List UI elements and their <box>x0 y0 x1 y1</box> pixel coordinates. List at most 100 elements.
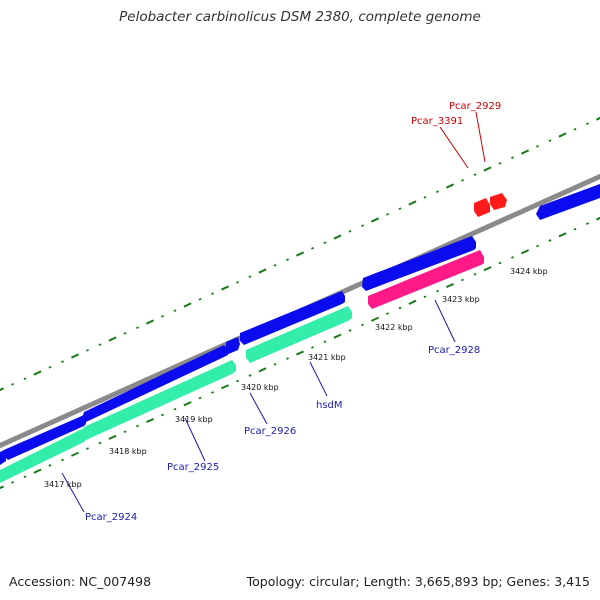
outer-tick <box>161 314 164 318</box>
outer-tick <box>273 263 277 267</box>
inner-tick <box>461 278 464 282</box>
inner-tick <box>558 232 567 238</box>
cds-hsdM-highlight[interactable] <box>246 306 352 363</box>
cds-pcar-2928-upper[interactable] <box>362 236 476 291</box>
kbp-label-3423: 3423 kbp <box>442 295 480 304</box>
outer-tick <box>48 365 52 369</box>
inner-tick <box>548 239 552 242</box>
highlight-track <box>0 250 484 483</box>
kbp-label-3418: 3418 kbp <box>109 447 147 456</box>
kbp-label-3424: 3424 kbp <box>510 267 548 276</box>
outer-tick <box>436 190 439 194</box>
inner-tick <box>11 481 14 484</box>
inner-tick <box>198 396 202 400</box>
inner-tick <box>258 367 267 373</box>
kbp-labels: 3417 kbp 3418 kbp 3419 kbp 3420 kbp 3421… <box>44 267 548 489</box>
inner-tick <box>161 413 164 417</box>
inner-tick <box>48 464 52 467</box>
outer-tick <box>108 336 117 342</box>
outer-tick <box>286 258 289 262</box>
gene-label-pcar-2929[interactable]: Pcar_2929 <box>449 101 501 112</box>
outer-tick <box>595 116 600 121</box>
kbp-label-3421: 3421 kbp <box>308 353 346 362</box>
gene-label-pcar-2928[interactable]: Pcar_2928 <box>428 345 480 356</box>
gene-label-pcar-3391[interactable]: Pcar_3391 <box>411 116 463 127</box>
inner-tick <box>520 249 530 255</box>
outer-tick <box>586 122 589 126</box>
cds-pcar-2928-highlight[interactable] <box>368 250 484 309</box>
gene-label-pcar-2925[interactable]: Pcar_2925 <box>167 462 219 473</box>
inner-tick <box>398 306 402 310</box>
inner-tick <box>220 384 230 390</box>
leader-hsdM <box>309 361 328 397</box>
outer-tick <box>23 377 27 381</box>
inner-tick <box>348 329 352 332</box>
kbp-label-3420: 3420 kbp <box>241 383 279 392</box>
inner-tick <box>473 272 477 276</box>
outer-tick <box>445 183 455 189</box>
cds-forward-right[interactable] <box>536 184 600 220</box>
outer-tick <box>0 387 5 392</box>
cds-small-forward[interactable] <box>226 337 240 355</box>
inner-tick <box>273 362 277 366</box>
inner-tick <box>311 346 314 349</box>
outer-tick-track <box>0 116 600 392</box>
inner-tick <box>98 441 102 445</box>
outer-tick <box>511 156 514 160</box>
rna-pcar-2929[interactable] <box>490 193 507 210</box>
outer-tick <box>548 139 552 143</box>
inner-tick <box>211 391 214 394</box>
cds-pcar-2925-highlight[interactable] <box>82 360 236 440</box>
inner-tick <box>483 266 492 272</box>
outer-tick <box>498 161 502 165</box>
outer-tick <box>311 246 314 250</box>
outer-tick <box>536 144 539 148</box>
gene-label-pcar-2924[interactable]: Pcar_2924 <box>85 512 137 523</box>
outer-tick <box>483 166 492 172</box>
inner-tick <box>236 379 239 383</box>
inner-tick <box>536 244 539 248</box>
outer-tick <box>473 173 477 177</box>
outer-tick <box>333 234 342 240</box>
gene-label-pcar-2926[interactable]: Pcar_2926 <box>244 426 296 437</box>
outer-tick <box>558 132 567 138</box>
gene-label-hsdM[interactable]: hsdM <box>316 400 343 411</box>
inner-tick <box>361 323 364 327</box>
inner-tick <box>295 350 305 356</box>
inner-tick-track <box>0 216 600 490</box>
outer-tick <box>61 360 64 364</box>
outer-tick <box>86 348 89 352</box>
outer-tick <box>70 353 80 359</box>
outer-tick <box>173 309 177 313</box>
inner-tick <box>595 216 600 221</box>
inner-tick <box>173 407 177 411</box>
cds-pcar-2924-upper[interactable] <box>6 415 86 460</box>
inner-tick <box>108 434 117 440</box>
cds-forward-1[interactable] <box>0 449 6 465</box>
outer-tick <box>198 297 202 301</box>
outer-tick <box>423 195 427 199</box>
inner-tick <box>23 475 27 479</box>
kbp-label-3419: 3419 kbp <box>175 415 213 424</box>
map-title: Pelobacter carbinolicus DSM 2380, comple… <box>119 9 481 25</box>
outer-tick <box>33 370 42 376</box>
kbp-label-3417: 3417 kbp <box>44 480 82 489</box>
cds-pcar-2924-highlight[interactable] <box>0 428 86 483</box>
inner-tick <box>248 374 252 377</box>
inner-tick <box>70 451 80 457</box>
inner-tick <box>408 299 417 305</box>
inner-tick <box>136 424 139 428</box>
rna-pcar-3391[interactable] <box>474 198 490 217</box>
outer-tick <box>220 285 230 291</box>
inner-tick <box>333 333 342 339</box>
cds-hsdM-upper[interactable] <box>240 291 345 345</box>
inner-tick <box>145 417 155 424</box>
inner-tick <box>61 458 64 462</box>
inner-tick <box>436 289 439 293</box>
forward-strand-track <box>0 184 600 465</box>
outer-tick <box>236 280 239 284</box>
outer-tick <box>520 149 530 155</box>
cds-pcar-2925-upper[interactable] <box>82 345 228 422</box>
outer-tick <box>323 241 327 245</box>
